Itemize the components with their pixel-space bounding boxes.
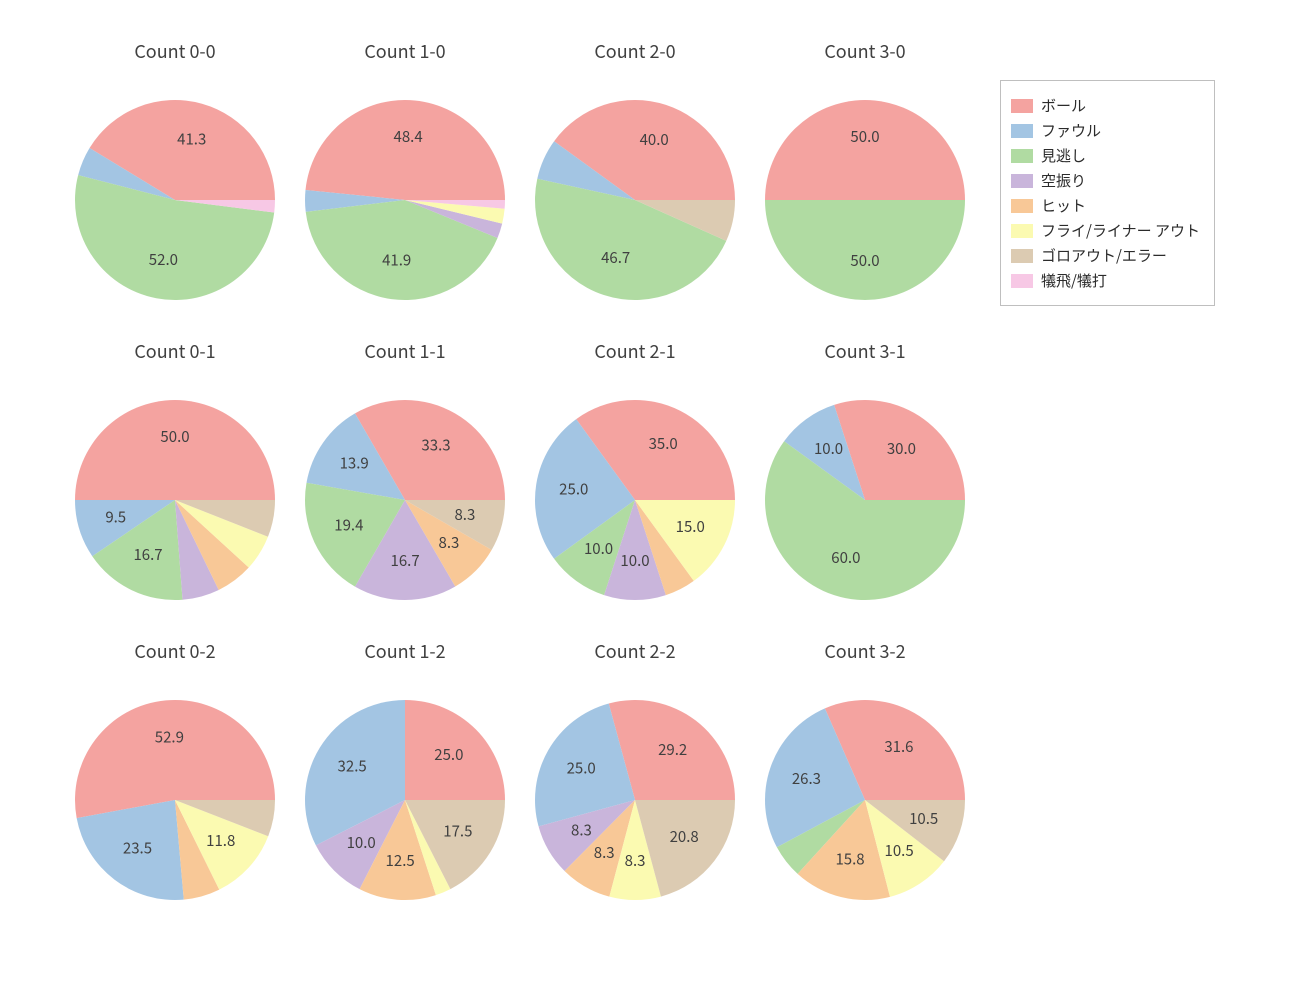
pie-chart: Count 1-1 33.3 13.9 19.4 16.7 8.3 8.3 xyxy=(290,330,520,630)
legend-item: ファウル xyxy=(1011,120,1200,141)
chart-stage: Count 0-041.352.0Count 1-048.441.9Count … xyxy=(0,0,1300,1000)
chart-title: Count 2-1 xyxy=(594,338,675,364)
pie-slice-label: 23.5 xyxy=(123,837,152,858)
pie-chart: Count 1-0 48.4 41.9 xyxy=(290,30,520,330)
pie-slice-label: 35.0 xyxy=(649,433,678,454)
pie-slice-label: 13.9 xyxy=(340,453,369,474)
pie-slice-label: 12.5 xyxy=(386,850,415,871)
pie-slice-label: 8.3 xyxy=(625,850,646,871)
pie-slice-label: 41.3 xyxy=(177,128,206,149)
pie-slice-label: 25.0 xyxy=(559,478,588,499)
legend-label: 犠飛/犠打 xyxy=(1041,270,1107,291)
legend-label: フライ/ライナー アウト xyxy=(1041,220,1200,241)
legend: ボールファウル見逃し空振りヒットフライ/ライナー アウトゴロアウト/エラー犠飛/… xyxy=(1000,80,1215,306)
legend-item: 見逃し xyxy=(1011,145,1200,166)
pie-slice-label: 15.8 xyxy=(835,848,864,869)
legend-swatch xyxy=(1011,174,1033,188)
chart-title: Count 1-1 xyxy=(364,338,445,364)
pie-slice-label: 10.0 xyxy=(584,538,613,559)
legend-item: フライ/ライナー アウト xyxy=(1011,220,1200,241)
pie-chart: Count 0-1 50.0 9.5 16.7 xyxy=(60,330,290,630)
pie-slice-label: 16.7 xyxy=(391,550,420,571)
pie-slice-label: 10.0 xyxy=(814,438,843,459)
legend-label: ファウル xyxy=(1041,120,1101,141)
chart-title: Count 3-2 xyxy=(824,638,905,664)
pie-slice-label: 31.6 xyxy=(884,736,913,757)
pie-chart: Count 2-0 40.0 46.7 xyxy=(520,30,750,330)
pie-slice-label: 15.0 xyxy=(676,516,705,537)
chart-title: Count 0-2 xyxy=(134,638,215,664)
pie-slice-label: 10.0 xyxy=(620,550,649,571)
pie-chart: Count 0-0 41.3 52.0 xyxy=(60,30,290,330)
legend-swatch xyxy=(1011,124,1033,138)
legend-label: ボール xyxy=(1041,95,1086,116)
legend-label: ヒット xyxy=(1041,195,1086,216)
pie-slice-label: 25.0 xyxy=(434,744,463,765)
pie-slice-label: 46.7 xyxy=(601,247,630,268)
pie-slice-label: 20.8 xyxy=(670,826,699,847)
chart-title: Count 2-2 xyxy=(594,638,675,664)
legend-label: 空振り xyxy=(1041,170,1086,191)
pie-slice xyxy=(75,400,275,500)
pie-slice-label: 10.5 xyxy=(909,808,938,829)
legend-label: 見逃し xyxy=(1041,145,1086,166)
pie-slice-label: 11.8 xyxy=(206,830,235,851)
legend-label: ゴロアウト/エラー xyxy=(1041,245,1167,266)
pie-slice-label: 25.0 xyxy=(567,757,596,778)
pie-slice-label: 26.3 xyxy=(792,768,821,789)
legend-swatch xyxy=(1011,274,1033,288)
pie-slice-label: 33.3 xyxy=(421,434,450,455)
pie-chart: Count 2-229.225.08.38.38.320.8 xyxy=(520,630,750,930)
pie-slice-label: 19.4 xyxy=(334,514,363,535)
chart-title: Count 3-0 xyxy=(824,38,905,64)
pie-slice-label: 48.4 xyxy=(394,126,423,147)
pie-slice-label: 17.5 xyxy=(443,820,472,841)
pie-slice-label: 50.0 xyxy=(850,126,879,147)
pie-slice-label: 50.0 xyxy=(850,250,879,271)
pie-slice-label: 52.9 xyxy=(155,726,184,747)
legend-item: ボール xyxy=(1011,95,1200,116)
pie-slice-label: 16.7 xyxy=(133,544,162,565)
pie-slice-label: 40.0 xyxy=(640,129,669,150)
legend-item: ヒット xyxy=(1011,195,1200,216)
chart-title: Count 2-0 xyxy=(594,38,675,64)
chart-title: Count 1-0 xyxy=(364,38,445,64)
pie-chart: Count 3-1 30.0 10.0 60.0 xyxy=(750,330,980,630)
pie-slice-label: 30.0 xyxy=(887,438,916,459)
pie-chart: Count 3-0 50.0 50.0 xyxy=(750,30,980,330)
pie-slice-label: 32.5 xyxy=(338,756,367,777)
pie-slice-label: 8.3 xyxy=(594,842,615,863)
chart-title: Count 1-2 xyxy=(364,638,445,664)
pie-slice-label: 41.9 xyxy=(382,250,411,271)
pie-slice-label: 9.5 xyxy=(105,506,126,527)
legend-item: ゴロアウト/エラー xyxy=(1011,245,1200,266)
pie-slice-label: 10.0 xyxy=(347,832,376,853)
pie-slice-label: 60.0 xyxy=(831,547,860,568)
pie-slice xyxy=(306,100,505,200)
chart-title: Count 0-0 xyxy=(134,38,215,64)
legend-swatch xyxy=(1011,224,1033,238)
pie-slice-label: 8.3 xyxy=(571,819,592,840)
pie-slice-label: 50.0 xyxy=(160,426,189,447)
pie-slice xyxy=(765,100,965,200)
legend-item: 犠飛/犠打 xyxy=(1011,270,1200,291)
legend-swatch xyxy=(1011,149,1033,163)
pie-slice-label: 52.0 xyxy=(149,249,178,270)
pie-chart: Count 1-2 25.0 32.5 10.0 12.5 17.5 xyxy=(290,630,520,930)
legend-item: 空振り xyxy=(1011,170,1200,191)
pie-slice-label: 29.2 xyxy=(658,739,687,760)
pie-chart: Count 2-1 35.0 25.0 10.0 10.0 15.0 xyxy=(520,330,750,630)
pie-slice-label: 8.3 xyxy=(454,504,475,525)
legend-swatch xyxy=(1011,99,1033,113)
legend-swatch xyxy=(1011,249,1033,263)
pie-chart: Count 0-2 52.9 23.5 11.8 xyxy=(60,630,290,930)
legend-swatch xyxy=(1011,199,1033,213)
chart-title: Count 0-1 xyxy=(134,338,215,364)
pie-slice-label: 8.3 xyxy=(439,532,460,553)
chart-title: Count 3-1 xyxy=(824,338,905,364)
pie-chart: Count 3-2 31.6 26.3 15.8 10.5 10.5 xyxy=(750,630,980,930)
pie-slice-label: 10.5 xyxy=(885,840,914,861)
